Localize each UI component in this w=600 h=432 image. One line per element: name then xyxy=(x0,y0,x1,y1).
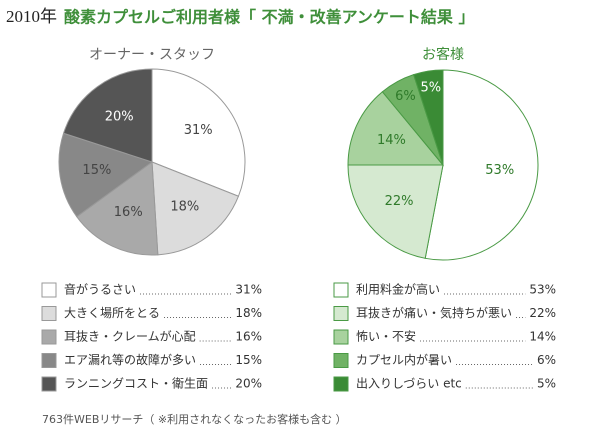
legend-value: 22% xyxy=(529,306,556,320)
legend-label: 音がうるさい xyxy=(64,282,136,297)
legend-swatch xyxy=(41,282,57,298)
chart-title: 酸素カプセルご利用者様「 不満・改善アンケート結果 」 xyxy=(64,8,475,27)
pie-slice xyxy=(62,68,153,163)
pie-title: お客様 xyxy=(422,46,464,63)
slice-label: 18% xyxy=(170,200,199,215)
pie-title: オーナー・スタッフ xyxy=(89,47,215,63)
slice-label: 16% xyxy=(114,205,143,220)
slice-label: 14% xyxy=(377,133,406,148)
legend-label: ランニングコスト・衛生面 xyxy=(64,377,208,391)
legend-value: 20% xyxy=(235,377,262,391)
legend-swatch xyxy=(41,353,57,368)
legend-swatch xyxy=(333,353,349,368)
legend-label: カプセル内が暑い xyxy=(356,352,452,367)
year: 2010年 xyxy=(6,7,57,26)
legend-label: エア漏れ等の故障が多い xyxy=(64,352,196,367)
slice-label: 15% xyxy=(82,163,111,178)
legend-value: 18% xyxy=(235,306,262,320)
slice-label: 31% xyxy=(184,123,213,138)
legend-swatch xyxy=(333,376,349,392)
legend-label: 耳抜きが痛い・気持ちが悪い xyxy=(356,305,512,320)
pie-slice xyxy=(413,69,444,166)
legend-label: 利用料金が高い xyxy=(356,282,440,297)
pie-slice xyxy=(151,161,240,256)
slice-label: 5% xyxy=(421,81,442,96)
legend-swatch xyxy=(333,306,349,321)
pie-slice xyxy=(76,161,159,256)
slice-label: 20% xyxy=(105,109,134,124)
pie-slice xyxy=(347,164,444,259)
legend-label: 耳抜き・クレームが心配 xyxy=(64,329,196,344)
slice-label: 6% xyxy=(395,89,416,104)
legend-value: 15% xyxy=(235,353,262,367)
legend-label: 怖い・不安 xyxy=(356,329,416,344)
pie-slice xyxy=(58,132,154,218)
pie-slice xyxy=(347,91,445,166)
legend-value: 5% xyxy=(537,377,556,391)
legend-swatch xyxy=(41,306,57,321)
legend-value: 6% xyxy=(537,353,556,367)
pie-slice xyxy=(424,69,539,261)
legend-value: 53% xyxy=(529,283,556,297)
legend-label: 出入りしづらい etc xyxy=(356,377,462,391)
footnote: 763件WEBリサーチ（ ※利用されなくなったお客様も含む ） xyxy=(42,412,347,426)
slice-label: 53% xyxy=(485,163,514,178)
legend-value: 16% xyxy=(235,330,262,344)
legend-label: 大きく場所をとる xyxy=(64,306,160,320)
legend-swatch xyxy=(41,329,57,345)
legend-swatch xyxy=(333,329,349,345)
legend-swatch xyxy=(41,376,57,392)
pie-slice xyxy=(151,68,246,197)
legend-swatch xyxy=(333,282,349,298)
slice-label: 22% xyxy=(385,194,414,209)
legend-value: 31% xyxy=(235,283,262,297)
legend-value: 14% xyxy=(529,330,556,344)
